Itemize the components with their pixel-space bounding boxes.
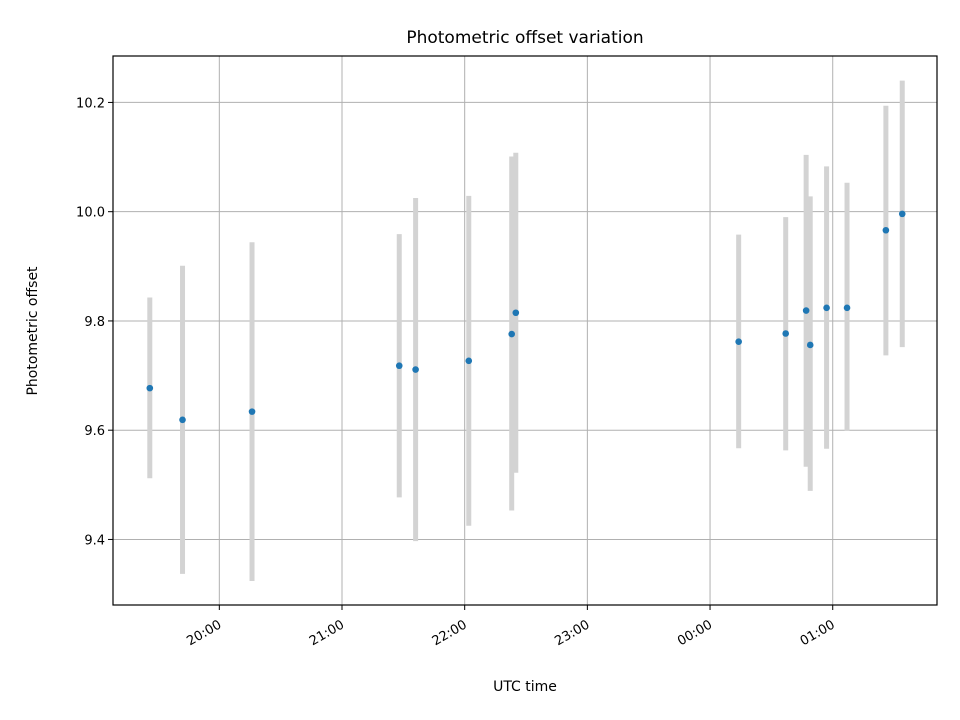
plot-frame: [112, 55, 938, 606]
data-point: [508, 330, 516, 338]
data-point: [782, 330, 789, 337]
data-point: [465, 357, 473, 365]
data-point: [882, 226, 890, 234]
point-layer: [146, 210, 906, 424]
data-point: [179, 416, 186, 424]
y-tick-label: 9.4: [84, 533, 105, 548]
data-point: [843, 304, 851, 312]
data-point: [412, 366, 419, 373]
data-point: [806, 341, 814, 349]
data-point: [898, 210, 906, 218]
data-point: [512, 309, 520, 317]
y-axis-ticks: 9.4 9.6 9.8 10.0 10.2: [76, 96, 113, 548]
data-point: [395, 362, 403, 370]
data-point: [802, 307, 810, 314]
y-tick-label: 10.2: [76, 96, 105, 111]
data-point: [146, 384, 154, 392]
data-point: [823, 304, 830, 312]
y-tick-label: 10.0: [76, 206, 105, 221]
chart-title: Photometric offset variation: [406, 28, 643, 48]
data-point: [735, 338, 742, 345]
y-tick-label: 9.8: [84, 315, 105, 330]
y-axis-title: Photometric offset: [25, 266, 41, 396]
y-tick-label: 9.6: [84, 424, 105, 439]
x-axis-title: UTC time: [493, 679, 557, 695]
data-point: [248, 408, 256, 415]
